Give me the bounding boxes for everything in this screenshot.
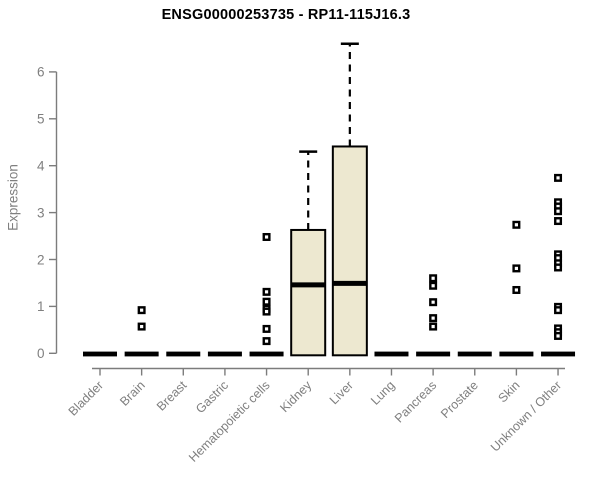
outlier-point bbox=[262, 307, 271, 316]
x-tick-label: Hematopoietic cells bbox=[186, 378, 273, 465]
boxplot-collapsed-bar bbox=[249, 351, 284, 357]
outlier-point bbox=[554, 331, 563, 340]
boxplot-collapsed-bar bbox=[457, 351, 492, 357]
x-tick-label: Unknown / Other bbox=[488, 378, 564, 454]
chart-title: ENSG00000253735 - RP11-115J16.3 bbox=[161, 7, 411, 23]
outlier-point bbox=[512, 285, 521, 294]
y-tick-label: 6 bbox=[37, 65, 45, 80]
boxplot-collapsed-bar bbox=[207, 351, 242, 357]
outlier-point bbox=[429, 322, 438, 331]
x-tick-label: Bladder bbox=[66, 378, 106, 418]
outlier-point bbox=[512, 220, 521, 229]
y-tick-label: 3 bbox=[37, 205, 45, 220]
outlier-point bbox=[554, 173, 563, 182]
x-tick-label: Pancreas bbox=[392, 378, 439, 425]
outlier-point bbox=[137, 306, 146, 315]
y-tick-label: 2 bbox=[37, 252, 45, 267]
outlier-point bbox=[429, 298, 438, 307]
y-tick-label: 0 bbox=[37, 346, 45, 361]
boxplot-collapsed-bar bbox=[541, 351, 576, 357]
boxplot-collapsed-bar bbox=[83, 351, 117, 357]
x-tick-label: Breast bbox=[154, 378, 190, 414]
outlier-point bbox=[429, 281, 438, 290]
outlier-point bbox=[262, 324, 271, 333]
y-tick-label: 4 bbox=[37, 159, 45, 174]
outlier-point bbox=[262, 297, 271, 306]
outlier-point bbox=[429, 274, 438, 283]
outlier-point bbox=[554, 207, 563, 216]
x-tick-label: Brain bbox=[117, 378, 148, 409]
outlier-point bbox=[512, 264, 521, 273]
outlier-point bbox=[262, 337, 271, 346]
boxplot-collapsed-bar bbox=[416, 351, 451, 357]
x-tick-label: Kidney bbox=[277, 378, 314, 415]
x-tick-label: Prostate bbox=[438, 378, 481, 421]
y-tick-label: 1 bbox=[37, 299, 45, 314]
boxplot-box bbox=[331, 145, 368, 357]
boxplot-collapsed-bar bbox=[374, 351, 409, 357]
outlier-point bbox=[554, 306, 563, 315]
outlier-point bbox=[429, 314, 438, 323]
boxplot-box bbox=[290, 228, 327, 357]
outlier-point bbox=[137, 322, 146, 331]
outlier-point bbox=[554, 263, 563, 272]
boxplot-collapsed-bar bbox=[499, 351, 534, 357]
outlier-point bbox=[262, 232, 271, 241]
x-tick-label: Liver bbox=[327, 378, 356, 407]
outlier-point bbox=[554, 217, 563, 226]
outlier-point bbox=[262, 287, 271, 296]
boxplot-collapsed-bar bbox=[124, 351, 159, 357]
x-tick-label: Gastric bbox=[193, 378, 231, 416]
boxplot-collapsed-bar bbox=[166, 351, 201, 357]
x-tick-label: Skin bbox=[495, 378, 522, 405]
y-tick-label: 5 bbox=[37, 112, 45, 127]
x-tick-label: Lung bbox=[368, 378, 398, 408]
